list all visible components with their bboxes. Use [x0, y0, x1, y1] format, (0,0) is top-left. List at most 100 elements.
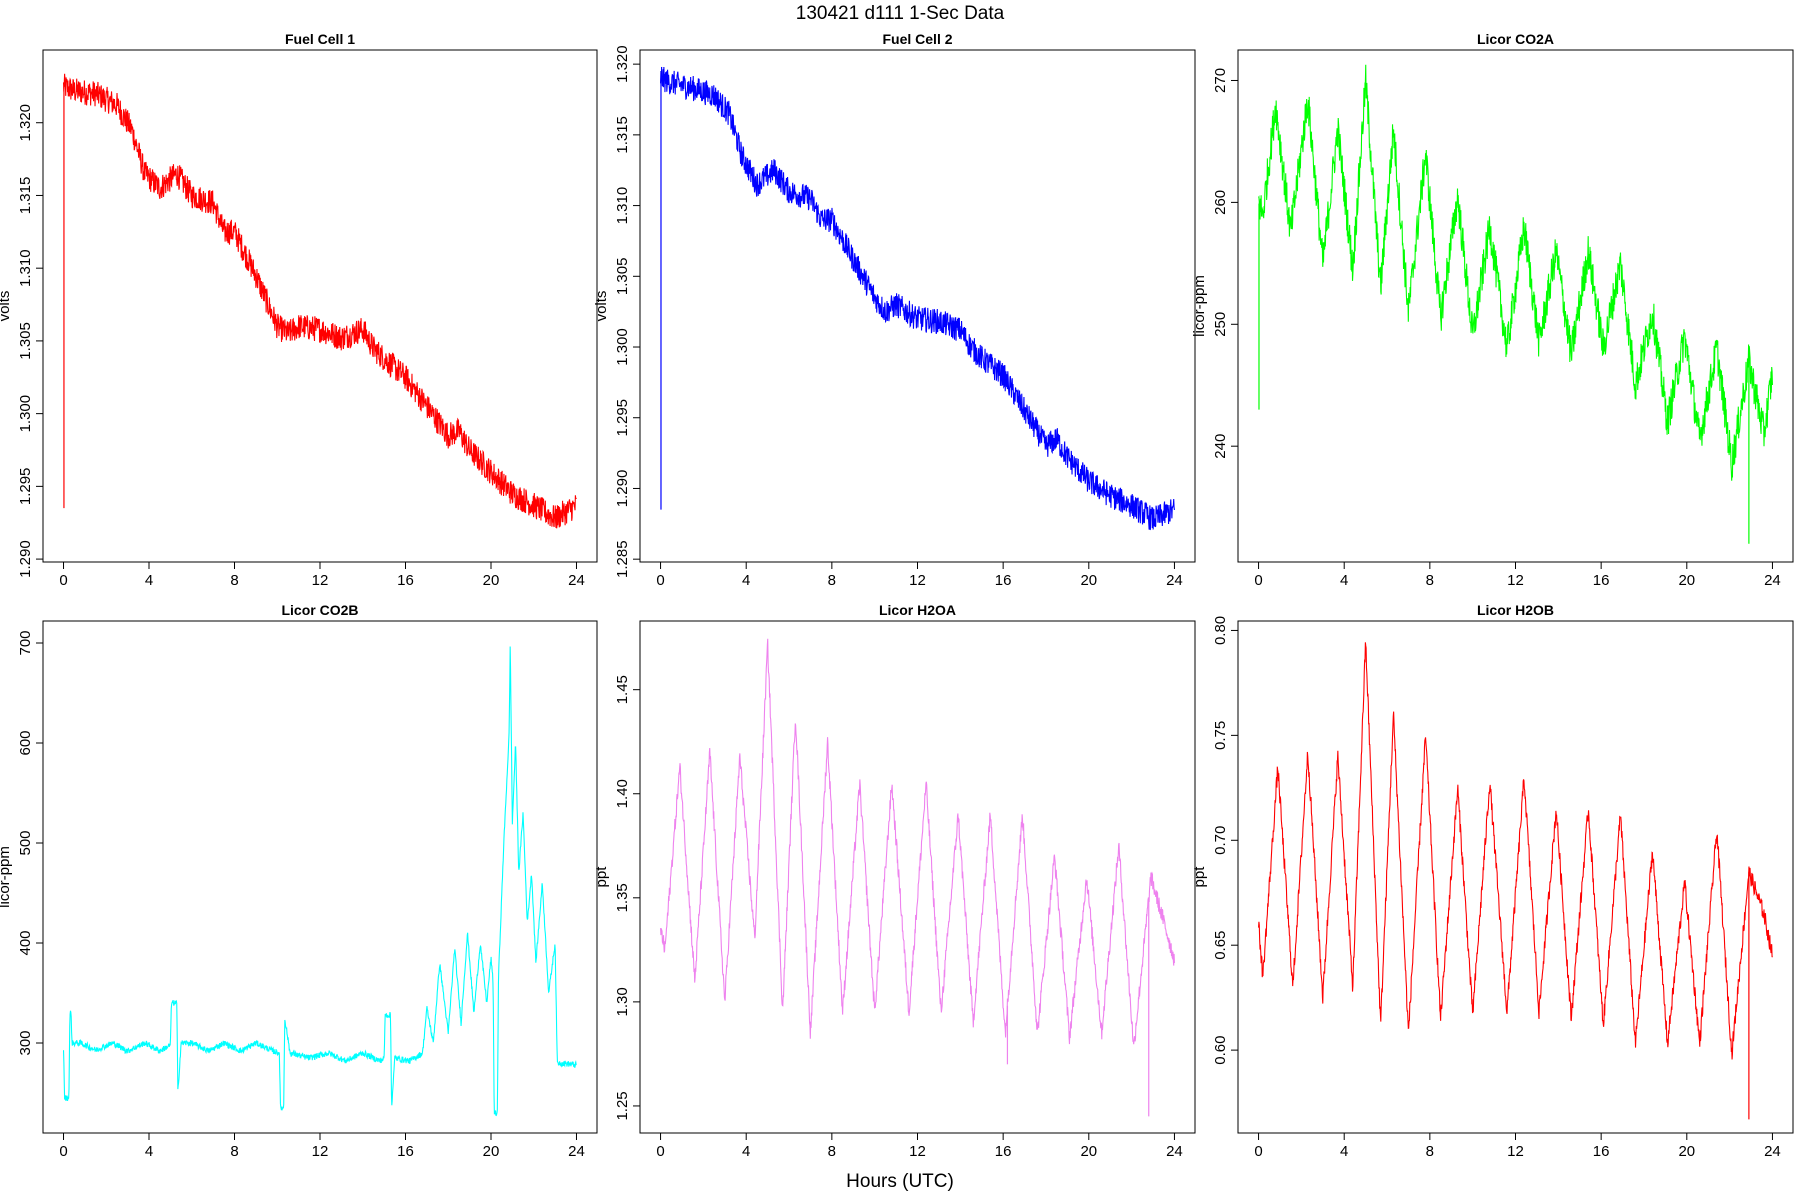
x-tick-label: 24 — [1166, 1143, 1183, 1160]
x-tick-label: 20 — [1678, 572, 1695, 589]
plot-frame — [1237, 49, 1794, 563]
y-tick-label: 0.65 — [1212, 931, 1229, 960]
y-axis-label: volts — [0, 291, 13, 322]
y-tick-label: 1.290 — [614, 470, 631, 508]
x-tick-label: 8 — [1426, 572, 1434, 589]
panel-licor-co2b: Licor CO2B licor-ppm 0 4 8 12 16 20 24 300 400 500 6… — [0, 602, 598, 1160]
y-tick-label: 1.45 — [614, 675, 631, 704]
series-line — [1258, 642, 1773, 1060]
x-tick-label: 8 — [828, 1143, 836, 1160]
panel-title: Licor CO2A — [1477, 31, 1554, 47]
x-tick-label: 12 — [1507, 1143, 1524, 1160]
y-tick-label: 0.60 — [1212, 1036, 1229, 1065]
x-tick-label: 12 — [909, 572, 926, 589]
figure-xlabel: Hours (UTC) — [846, 1171, 954, 1192]
plot-frame — [639, 620, 1196, 1134]
panel-fuel-cell-1: Fuel Cell 1 volts 0 4 8 12 16 20 24 1.290 1.295 1.3… — [0, 31, 598, 589]
x-tick-label: 4 — [1340, 1143, 1348, 1160]
y-tick-label: 270 — [1212, 68, 1229, 93]
x-tick-label: 24 — [1764, 1143, 1781, 1160]
series-line — [1258, 64, 1773, 481]
x-tick-label: 0 — [59, 572, 67, 589]
y-axis-label: volts — [593, 291, 610, 322]
panel-title: Fuel Cell 2 — [882, 31, 952, 47]
y-tick-label: 600 — [17, 730, 34, 755]
y-tick-label: 0.80 — [1212, 616, 1229, 645]
x-tick-label: 24 — [1166, 572, 1183, 589]
y-tick-label: 1.285 — [614, 540, 631, 578]
x-tick-label: 16 — [995, 572, 1012, 589]
x-tick-label: 4 — [742, 572, 750, 589]
figure-title: 130421 d111 1-Sec Data — [796, 3, 1005, 24]
panel-fuel-cell-2: Fuel Cell 2 volts 0 4 8 12 16 20 24 1.285 1.290 1.2… — [593, 31, 1196, 589]
x-tick-label: 4 — [742, 1143, 750, 1160]
y-tick-label: 250 — [1212, 312, 1229, 337]
x-tick-label: 20 — [1678, 1143, 1695, 1160]
x-tick-label: 16 — [397, 1143, 414, 1160]
series-line — [660, 638, 1175, 1045]
x-tick-label: 12 — [312, 1143, 329, 1160]
y-tick-label: 1.320 — [17, 104, 34, 142]
y-tick-label: 240 — [1212, 434, 1229, 459]
x-tick-label: 4 — [145, 572, 153, 589]
y-tick-label: 1.30 — [614, 987, 631, 1016]
series-line — [660, 66, 1175, 531]
series-line — [62, 646, 577, 1117]
y-tick-label: 1.320 — [614, 45, 631, 83]
x-tick-label: 12 — [1507, 572, 1524, 589]
y-tick-label: 400 — [17, 930, 34, 955]
x-tick-label: 20 — [1080, 1143, 1097, 1160]
x-tick-label: 16 — [1593, 572, 1610, 589]
x-tick-label: 0 — [656, 1143, 664, 1160]
y-tick-label: 1.290 — [17, 540, 34, 578]
y-tick-label: 1.35 — [614, 883, 631, 912]
y-axis-label: licor-ppm — [0, 846, 13, 908]
y-tick-label: 1.25 — [614, 1091, 631, 1120]
panel-title: Fuel Cell 1 — [285, 31, 355, 47]
x-tick-label: 16 — [995, 1143, 1012, 1160]
x-tick-label: 8 — [230, 572, 238, 589]
x-tick-label: 4 — [1340, 572, 1348, 589]
x-tick-label: 16 — [397, 572, 414, 589]
x-tick-label: 20 — [483, 572, 500, 589]
panel-title: Licor H2OA — [879, 602, 956, 618]
y-tick-label: 1.300 — [17, 395, 34, 433]
y-tick-label: 1.315 — [614, 116, 631, 154]
panel-licor-co2a: Licor CO2A licor-ppm 0 4 8 12 16 20 24 240 250 260 2… — [1191, 31, 1794, 589]
y-tick-label: 1.300 — [614, 328, 631, 366]
y-tick-label: 1.305 — [614, 258, 631, 296]
y-axis-label: ppt — [1191, 866, 1208, 888]
panel-title: Licor H2OB — [1477, 602, 1554, 618]
plot-frame — [1237, 620, 1794, 1134]
y-tick-label: 1.310 — [17, 249, 34, 287]
y-tick-label: 500 — [17, 830, 34, 855]
x-tick-label: 0 — [1254, 1143, 1262, 1160]
y-tick-label: 1.315 — [17, 177, 34, 215]
x-tick-label: 0 — [1254, 572, 1262, 589]
x-tick-label: 12 — [312, 572, 329, 589]
y-axis-label: licor-ppm — [1191, 275, 1208, 337]
x-tick-label: 20 — [1080, 572, 1097, 589]
x-tick-label: 0 — [656, 572, 664, 589]
panel-licor-h2oa: Licor H2OA ppt 0 4 8 12 16 20 24 1.25 1.30 1.35 1.40… — [593, 602, 1196, 1160]
y-tick-label: 0.70 — [1212, 826, 1229, 855]
x-tick-label: 20 — [483, 1143, 500, 1160]
x-tick-label: 8 — [230, 1143, 238, 1160]
y-axis-label: ppt — [593, 866, 610, 888]
y-tick-label: 1.295 — [614, 399, 631, 437]
x-tick-label: 24 — [568, 572, 585, 589]
y-tick-label: 1.295 — [17, 468, 34, 506]
y-tick-label: 1.40 — [614, 779, 631, 808]
panel-licor-h2ob: Licor H2OB ppt 0 4 8 12 16 20 24 0.60 0.65 0.70 0.75… — [1191, 602, 1794, 1160]
y-tick-label: 1.310 — [614, 187, 631, 225]
y-tick-label: 1.305 — [17, 322, 34, 360]
series-line — [62, 73, 577, 529]
y-tick-label: 300 — [17, 1030, 34, 1055]
x-tick-label: 8 — [1426, 1143, 1434, 1160]
x-tick-label: 4 — [145, 1143, 153, 1160]
y-tick-label: 260 — [1212, 190, 1229, 215]
x-tick-label: 0 — [59, 1143, 67, 1160]
x-tick-label: 24 — [1764, 572, 1781, 589]
x-tick-label: 16 — [1593, 1143, 1610, 1160]
